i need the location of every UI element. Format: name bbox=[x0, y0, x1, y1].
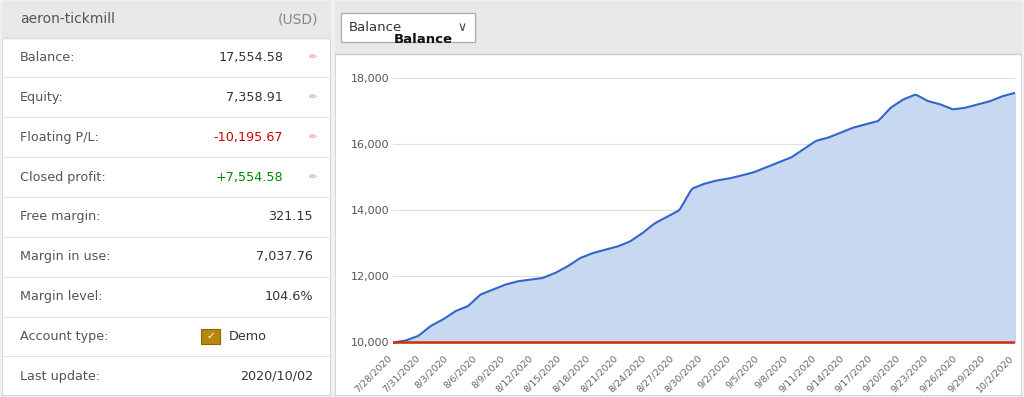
Text: ∨: ∨ bbox=[457, 21, 466, 34]
Text: 104.6%: 104.6% bbox=[264, 290, 313, 303]
Text: Margin level:: Margin level: bbox=[20, 290, 102, 303]
Text: +7,554.58: +7,554.58 bbox=[216, 171, 284, 183]
Text: ✏: ✏ bbox=[309, 132, 317, 142]
FancyBboxPatch shape bbox=[2, 1, 331, 38]
Text: ✏: ✏ bbox=[309, 172, 317, 182]
Text: ✓: ✓ bbox=[206, 331, 215, 341]
Text: aeron-tickmill: aeron-tickmill bbox=[20, 12, 115, 26]
Text: Free margin:: Free margin: bbox=[20, 210, 100, 224]
Text: 321.15: 321.15 bbox=[268, 210, 313, 224]
Text: -10,195.67: -10,195.67 bbox=[214, 131, 284, 144]
Text: Floating P/L:: Floating P/L: bbox=[20, 131, 99, 144]
Text: ✏: ✏ bbox=[309, 52, 317, 62]
FancyBboxPatch shape bbox=[2, 1, 331, 396]
Text: Account type:: Account type: bbox=[20, 330, 109, 343]
Text: Equity:: Equity: bbox=[20, 91, 65, 104]
Text: ✏: ✏ bbox=[309, 93, 317, 102]
Text: 7,358.91: 7,358.91 bbox=[226, 91, 284, 104]
Text: Margin in use:: Margin in use: bbox=[20, 250, 111, 263]
Text: Last update:: Last update: bbox=[20, 370, 100, 383]
Text: 2020/10/02: 2020/10/02 bbox=[240, 370, 313, 383]
FancyBboxPatch shape bbox=[201, 329, 220, 344]
Text: (USD): (USD) bbox=[278, 12, 317, 26]
Text: Balance: Balance bbox=[349, 21, 402, 34]
Text: Balance:: Balance: bbox=[20, 51, 76, 64]
FancyBboxPatch shape bbox=[335, 1, 1022, 396]
FancyBboxPatch shape bbox=[341, 13, 474, 42]
FancyBboxPatch shape bbox=[335, 1, 1022, 54]
Text: 17,554.58: 17,554.58 bbox=[218, 51, 284, 64]
Text: 7,037.76: 7,037.76 bbox=[256, 250, 313, 263]
Text: Demo: Demo bbox=[228, 330, 266, 343]
Text: Closed profit:: Closed profit: bbox=[20, 171, 105, 183]
